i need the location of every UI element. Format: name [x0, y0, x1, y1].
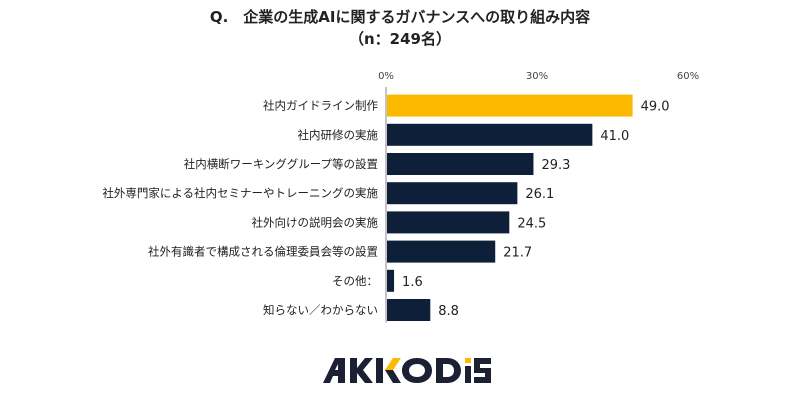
bar — [387, 240, 496, 263]
value-label: 8.8 — [438, 304, 459, 319]
value-label: 41.0 — [600, 129, 629, 144]
value-label: 1.6 — [402, 275, 423, 290]
chart-title-block: Q. 企業の生成AIに関するガバナンスへの取り組み内容 （n：249名） — [0, 6, 800, 50]
category-label: その他： — [332, 274, 378, 288]
bar — [387, 299, 431, 321]
bar — [387, 153, 534, 175]
bar — [387, 182, 518, 205]
value-label: 29.3 — [541, 158, 570, 173]
category-label: 社内研修の実施 — [298, 128, 379, 142]
chart-subtitle: （n：249名） — [349, 30, 451, 48]
category-label: 社内ガイドライン制作 — [263, 99, 378, 113]
x-tick-label: 0% — [378, 71, 394, 82]
value-label: 21.7 — [503, 246, 532, 261]
value-label: 26.1 — [525, 187, 554, 202]
akkodis-logo — [323, 358, 491, 383]
chart-title: Q. 企業の生成AIに関するガバナンスへの取り組み内容 — [209, 8, 591, 26]
bar — [387, 94, 633, 117]
value-label: 49.0 — [641, 100, 670, 115]
bar — [387, 269, 395, 292]
x-tick-label: 60% — [677, 71, 699, 82]
category-label: 社外向けの説明会の実施 — [252, 215, 379, 229]
value-label: 24.5 — [517, 216, 546, 231]
category-label: 社外専門家による社内セミナーやトレーニングの実施 — [102, 186, 378, 200]
category-label: 社内横断ワーキンググループ等の設置 — [184, 157, 378, 171]
category-label: 社外有識者で構成される倫理委員会等の設置 — [148, 245, 378, 259]
bar — [387, 211, 510, 234]
x-tick-label: 30% — [526, 71, 548, 82]
category-label: 知らない／わからない — [263, 303, 378, 317]
bar — [387, 123, 593, 146]
